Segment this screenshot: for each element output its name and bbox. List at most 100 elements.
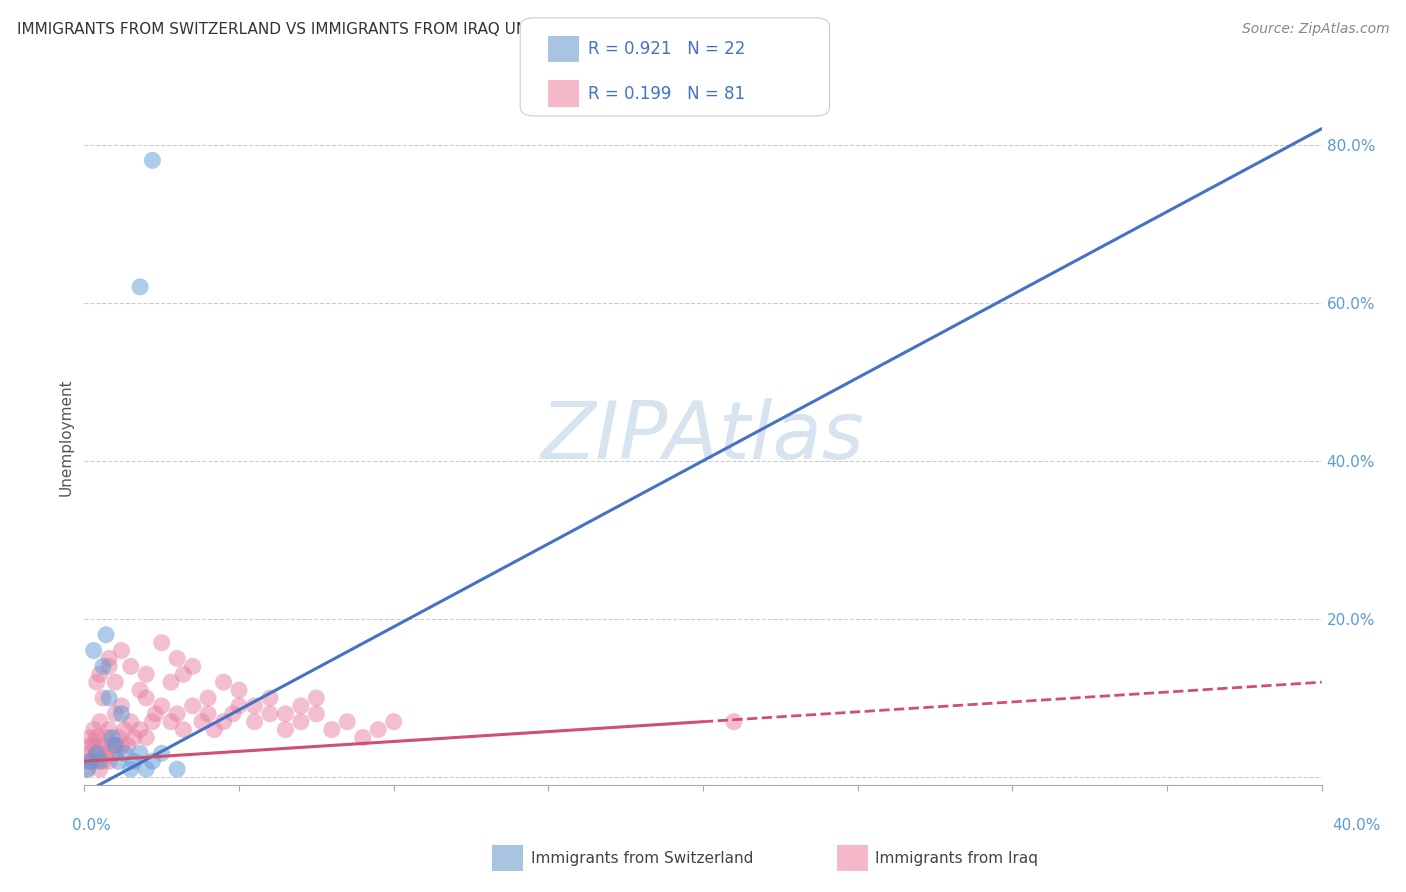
Point xyxy=(89,667,111,681)
Point xyxy=(91,739,114,753)
Point xyxy=(141,153,163,168)
Point xyxy=(135,762,157,776)
Point xyxy=(104,706,127,721)
Point xyxy=(91,754,114,768)
Point xyxy=(91,690,114,705)
Point xyxy=(79,754,101,768)
Point xyxy=(122,754,145,768)
Point xyxy=(76,754,98,768)
Point xyxy=(83,739,105,753)
Y-axis label: Unemployment: Unemployment xyxy=(58,378,73,496)
Point xyxy=(104,747,127,761)
Point xyxy=(197,706,219,721)
Point xyxy=(166,651,188,665)
Point xyxy=(141,714,163,729)
Point xyxy=(76,762,98,776)
Point xyxy=(83,754,105,768)
Point xyxy=(117,739,139,753)
Point xyxy=(79,754,101,768)
Point xyxy=(94,731,117,745)
Point xyxy=(145,706,167,721)
Point xyxy=(79,739,101,753)
Point xyxy=(228,698,250,713)
Point xyxy=(89,762,111,776)
Point xyxy=(129,747,152,761)
Point xyxy=(160,675,183,690)
Point xyxy=(89,747,111,761)
Text: Immigrants from Iraq: Immigrants from Iraq xyxy=(875,851,1038,865)
Point xyxy=(79,731,101,745)
Point xyxy=(172,667,194,681)
Point xyxy=(86,675,108,690)
Point xyxy=(83,723,105,737)
Text: Source: ZipAtlas.com: Source: ZipAtlas.com xyxy=(1241,22,1389,37)
Point xyxy=(150,635,173,649)
Point xyxy=(101,739,124,753)
Point xyxy=(114,723,136,737)
Point xyxy=(336,714,359,729)
Text: 0.0%: 0.0% xyxy=(72,818,111,832)
Text: R = 0.921   N = 22: R = 0.921 N = 22 xyxy=(588,40,745,58)
Point xyxy=(89,714,111,729)
Point xyxy=(259,706,281,721)
Point xyxy=(160,714,183,729)
Point xyxy=(191,714,214,729)
Point xyxy=(166,762,188,776)
Point xyxy=(135,731,157,745)
Point xyxy=(150,698,173,713)
Point xyxy=(120,714,142,729)
Point xyxy=(382,714,405,729)
Point xyxy=(91,659,114,673)
Point xyxy=(120,659,142,673)
Point xyxy=(129,280,152,294)
Point xyxy=(274,723,297,737)
Point xyxy=(94,747,117,761)
Point xyxy=(290,714,312,729)
Point xyxy=(290,698,312,713)
Point xyxy=(259,690,281,705)
Point xyxy=(723,714,745,729)
Point xyxy=(274,706,297,721)
Text: IMMIGRANTS FROM SWITZERLAND VS IMMIGRANTS FROM IRAQ UNEMPLOYMENT CORRELATION CHA: IMMIGRANTS FROM SWITZERLAND VS IMMIGRANT… xyxy=(17,22,801,37)
Point xyxy=(172,723,194,737)
Point xyxy=(166,706,188,721)
Point xyxy=(222,706,245,721)
Point xyxy=(98,723,121,737)
Point xyxy=(129,683,152,698)
Point xyxy=(107,754,129,768)
Point xyxy=(76,762,98,776)
Point xyxy=(228,683,250,698)
Point xyxy=(367,723,389,737)
Text: 40.0%: 40.0% xyxy=(1333,818,1381,832)
Point xyxy=(104,739,127,753)
Point xyxy=(135,667,157,681)
Point xyxy=(243,698,266,713)
Point xyxy=(150,747,173,761)
Point xyxy=(181,698,204,713)
Point xyxy=(202,723,225,737)
Point xyxy=(104,675,127,690)
Point xyxy=(98,690,121,705)
Text: ZIPAtlas: ZIPAtlas xyxy=(541,398,865,476)
Point xyxy=(120,762,142,776)
Point xyxy=(110,706,132,721)
Point xyxy=(110,739,132,753)
Point xyxy=(212,675,235,690)
Point xyxy=(129,723,152,737)
Point xyxy=(181,659,204,673)
Point xyxy=(98,659,121,673)
Point xyxy=(101,731,124,745)
Point xyxy=(86,747,108,761)
Point xyxy=(98,651,121,665)
Point xyxy=(141,754,163,768)
Point xyxy=(243,714,266,729)
Point xyxy=(305,706,328,721)
Text: Immigrants from Switzerland: Immigrants from Switzerland xyxy=(531,851,754,865)
Point xyxy=(110,698,132,713)
Point xyxy=(104,739,127,753)
Point xyxy=(212,714,235,729)
Point xyxy=(197,690,219,705)
Point xyxy=(89,754,111,768)
Point xyxy=(321,723,343,737)
Point xyxy=(135,690,157,705)
